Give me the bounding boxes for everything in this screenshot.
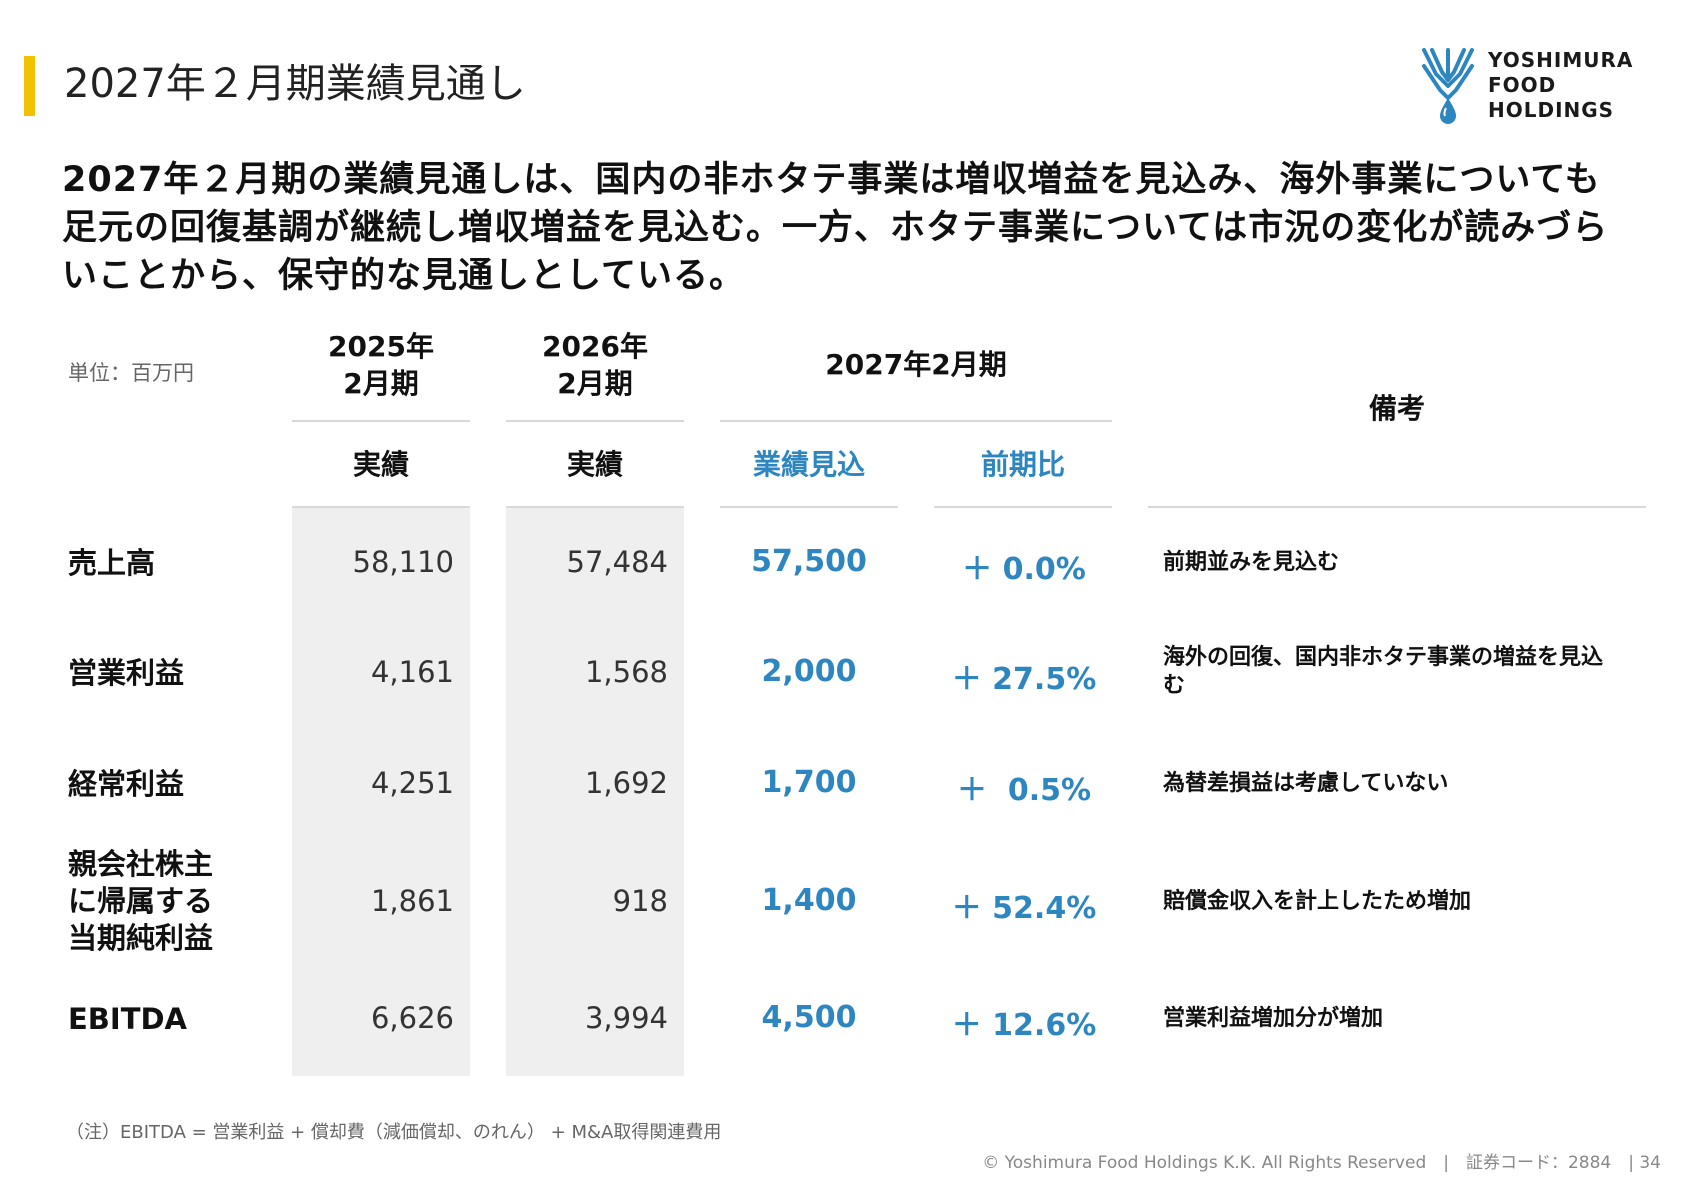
header-fy2027-group: 2027年2月期 (825, 348, 1007, 381)
value-yoy: ＋ 0.5% (956, 773, 1092, 808)
company-logo: YOSHIMURA FOOD HOLDINGS (1418, 46, 1668, 126)
footnote: （注）EBITDA = 営業利益 + 償却費（減価償却、のれん） + M&A取得… (66, 1122, 722, 1143)
value-fy2025: 6,626 (370, 1001, 454, 1035)
remark: 海外の回復、国内非ホタテ事業の増益を見込む (1163, 645, 1604, 698)
value-fy2026: 1,568 (584, 655, 668, 689)
remark: 営業利益増加分が増加 (1163, 1006, 1384, 1031)
fy2026-column-shade (506, 508, 684, 1076)
fy2025-column-shade (292, 508, 470, 1076)
logo-line-1: YOSHIMURA (1488, 48, 1634, 72)
value-forecast: 1,700 (761, 765, 857, 800)
value-forecast: 2,000 (761, 654, 857, 689)
subheader-rule-remarks (1148, 506, 1646, 508)
header-rule-group (720, 420, 1112, 422)
value-fy2025: 58,110 (352, 545, 454, 579)
value-fy2025: 4,161 (370, 655, 454, 689)
lead-paragraph: 2027年２月期の業績見通しは、国内の非ホタテ事業は増収増益を見込み、海外事業に… (62, 160, 1609, 296)
subheader-actual-fy2026: 実績 (566, 448, 623, 481)
logo-line-3: HOLDINGS (1488, 98, 1615, 122)
remark: 賠償金収入を計上したため増加 (1163, 889, 1472, 914)
value-fy2026: 918 (612, 884, 668, 918)
subheader-rule-col2 (506, 506, 684, 508)
row-label: 経常利益 (68, 767, 185, 801)
value-fy2026: 3,994 (584, 1001, 668, 1035)
subheader-rule-col1 (292, 506, 470, 508)
value-fy2026: 1,692 (584, 766, 668, 800)
value-fy2026: 57,484 (566, 545, 668, 579)
value-fy2025: 1,861 (370, 884, 454, 918)
value-yoy: ＋ 0.0% (962, 552, 1086, 587)
copyright-footer: © Yoshimura Food Holdings K.K. All Right… (982, 1153, 1661, 1173)
subheader-rule-forecast (720, 506, 898, 508)
title-accent-bar (24, 56, 35, 116)
value-yoy: ＋ 52.4% (951, 891, 1097, 926)
logo-line-2: FOOD (1488, 73, 1557, 97)
header-fy2026: 2026年 2月期 (542, 330, 648, 400)
value-forecast: 1,400 (761, 883, 857, 918)
page-title: 2027年２月期業績見通し (64, 61, 526, 107)
header-rule-col1 (292, 420, 470, 422)
remark: 前期並みを見込む (1163, 550, 1340, 575)
header-fy2025: 2025年 2月期 (328, 330, 434, 400)
remark: 為替差損益は考慮していない (1163, 771, 1449, 796)
value-yoy: ＋ 12.6% (951, 1008, 1097, 1043)
subheader-rule-yoy (934, 506, 1112, 508)
value-forecast: 57,500 (751, 544, 867, 579)
row-label: 親会社株主 に帰属する 当期純利益 (68, 847, 214, 955)
logo-wordmark: YOSHIMURA FOOD HOLDINGS (1488, 48, 1633, 123)
unit-label: 単位：百万円 (68, 361, 194, 385)
subheader-actual-fy2025: 実績 (352, 448, 409, 481)
wheat-drop-logo-icon (1422, 48, 1474, 124)
row-label: 営業利益 (68, 656, 185, 690)
subheader-forecast: 業績見込 (752, 448, 865, 481)
header-remarks: 備考 (1368, 392, 1425, 425)
value-forecast: 4,500 (761, 1000, 857, 1035)
header-rule-col2 (506, 420, 684, 422)
subheader-yoy: 前期比 (980, 448, 1065, 481)
row-label: EBITDA (68, 1002, 188, 1036)
row-label: 売上高 (68, 546, 156, 580)
value-yoy: ＋ 27.5% (951, 662, 1097, 697)
value-fy2025: 4,251 (370, 766, 454, 800)
